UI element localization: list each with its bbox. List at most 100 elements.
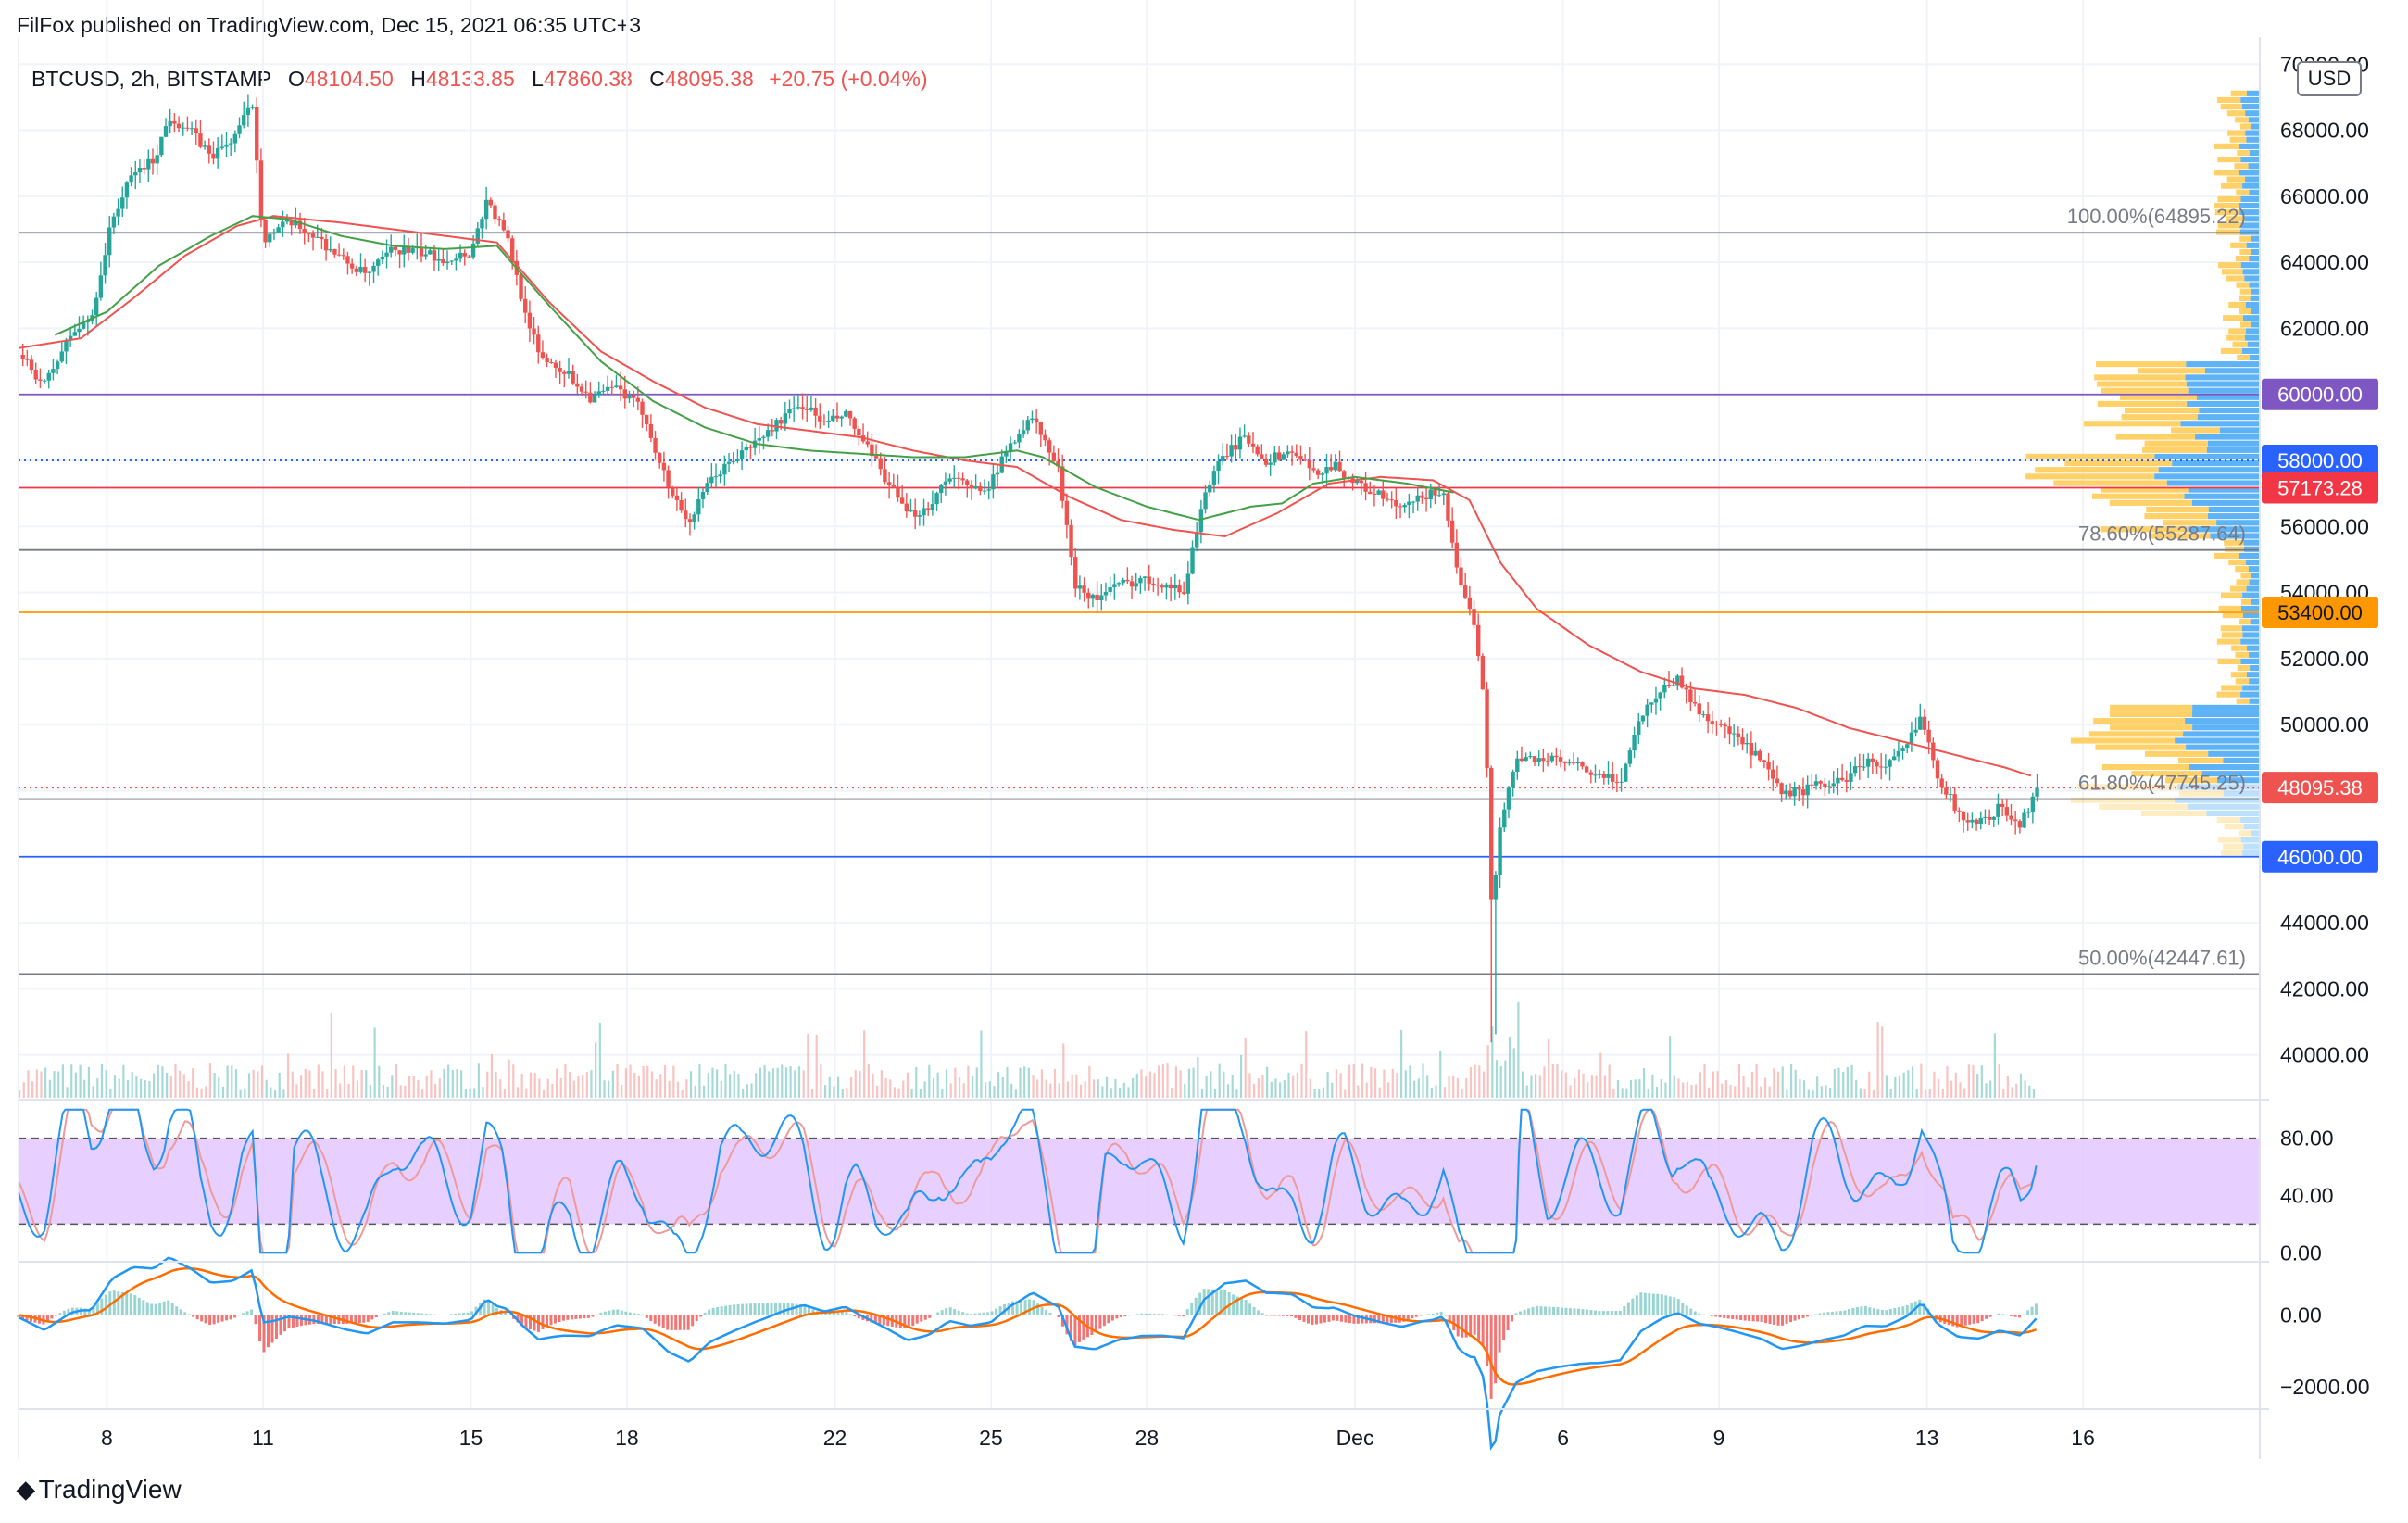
volume-bar [1071,1074,1073,1098]
volume-bar [867,1064,870,1098]
candle-body [2035,787,2039,797]
volume-profile-bar [2110,704,2193,711]
volume-bar [1049,1083,1052,1098]
candle-body [640,401,645,415]
macd-histogram-bar [633,1313,636,1315]
volume-profile-bar [2220,183,2243,189]
macd-histogram-bar [728,1304,732,1315]
candle-body [159,136,164,156]
volume-bar [906,1072,909,1098]
volume-bar [694,1085,696,1098]
stochastic-k-line [18,1108,2038,1254]
volume-bar [1963,1088,1966,1098]
price-tick-label: 68000.00 [2280,119,2369,143]
volume-bar [1127,1087,1130,1098]
candle-body [1983,816,1988,818]
candle-body [1826,786,1832,787]
volume-bar [794,1070,796,1098]
macd-histogram-bar [466,1312,470,1315]
candle-body [380,256,385,260]
volume-bar [1876,1022,1879,1098]
volume-profile-bar [2171,427,2220,434]
macd-histogram-bar [1544,1306,1548,1315]
candle-body [255,107,259,161]
macd-histogram-bar [274,1315,278,1339]
macd-histogram-bar [1988,1315,1992,1317]
candle-body [896,486,900,498]
candle-body [332,248,337,255]
volume-bar [897,1088,900,1098]
date-tick-label: 22 [823,1426,847,1450]
volume-bar [148,1081,151,1098]
volume-bar [1621,1088,1624,1098]
volume-bar [92,1086,94,1098]
macd-histogram-bar [1643,1292,1647,1315]
axes: 40000.0042000.0044000.0046000.0048000.00… [18,37,2369,1459]
macd-histogram-bar [1531,1307,1535,1315]
candle-body [787,409,792,414]
volume-bar [113,1075,117,1098]
volume-bar [1750,1071,1754,1098]
macd-histogram-bar [454,1313,458,1315]
macd-histogram-bar [770,1303,773,1315]
volume-bar [1941,1089,1944,1098]
macd-histogram-bar [1851,1307,1855,1315]
currency-badge[interactable]: USD [2297,61,2362,96]
candle-body [493,205,497,220]
volume-bar [1383,1069,1386,1098]
volume-bar [83,1079,86,1098]
volume-profile-bar [2245,176,2260,183]
volume-bar [231,1065,233,1098]
macd-histogram-bar [1023,1300,1027,1315]
volume-bar [784,1067,788,1098]
volume-profile-bar [2025,473,2155,480]
candle-body [341,255,345,257]
volume-bar [87,1066,91,1098]
macd-histogram-bar [1564,1307,1568,1315]
volume-profile-bar [2239,619,2251,625]
volume-bar [66,1087,69,1098]
volume-bar [1335,1069,1338,1098]
volume-bar [1846,1066,1849,1098]
volume-profile-bar [2221,632,2243,638]
candle-body [1307,460,1311,469]
volume-profile-bar [2247,645,2260,651]
volume-bar [1305,1031,1308,1098]
volume-bar [642,1065,645,1098]
candle-body [1242,435,1247,437]
macd-histogram-bar [395,1311,399,1315]
macd-histogram-bar [1685,1305,1688,1315]
volume-bar [559,1077,562,1098]
macd-histogram-bar [1910,1303,1913,1315]
volume-bar [369,1085,372,1098]
volume-profile-bar [2240,573,2251,579]
volume-bar [1859,1088,1862,1098]
volume-bar [486,1071,489,1098]
volume-profile-bar [2240,262,2260,269]
candle-body [384,252,389,257]
volume-bar [1430,1087,1433,1098]
volume-bar [646,1065,649,1098]
macd-histogram-bar [1963,1315,1967,1326]
macd-histogram-bar [649,1315,653,1321]
candle-body [1723,724,1728,727]
volume-bar [689,1071,693,1098]
candle-body [1121,579,1125,584]
candle-body [462,252,467,257]
volume-bar [347,1083,350,1098]
candle-body [765,430,771,437]
macd-histogram-bar [948,1307,952,1315]
macd-histogram-bar [1469,1315,1473,1337]
volume-bar [1773,1068,1775,1098]
candle-body [1337,461,1342,472]
candle-body [1797,787,1801,790]
candle-body [449,260,454,262]
volume-bar [352,1065,355,1098]
candle-body [1077,585,1083,589]
volume-bar [802,1070,805,1098]
volume-profile-bar [2230,90,2247,96]
candle-body [1965,820,1970,823]
macd-histogram-bar [1527,1308,1531,1315]
volume-profile-bar [2248,117,2260,123]
